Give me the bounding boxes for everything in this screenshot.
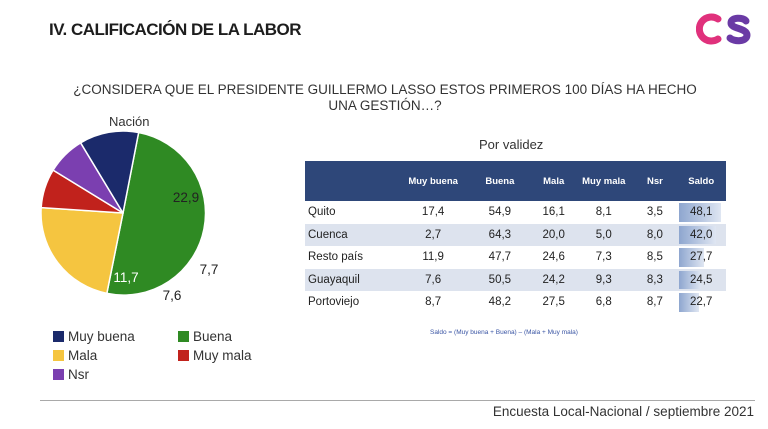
saldo-value: 24,5 bbox=[690, 273, 713, 286]
footer-divider bbox=[40, 400, 755, 401]
cell-muy-mala: 5,0 bbox=[574, 223, 634, 246]
cell-city: Resto país bbox=[308, 251, 363, 264]
cell-buena: 64,3 bbox=[466, 223, 534, 246]
cell-saldo: 27,7 bbox=[676, 246, 726, 269]
cell-muy-mala: 7,3 bbox=[595, 251, 612, 264]
cell-buena: 47,7 bbox=[488, 251, 512, 264]
saldo-bar bbox=[679, 203, 722, 222]
cell-buena: 50,5 bbox=[466, 268, 534, 291]
legend-item-muy-buena: Muy buena bbox=[53, 329, 135, 344]
cell-nsr: 8,3 bbox=[633, 268, 677, 291]
saldo-value: 48,1 bbox=[690, 206, 713, 219]
question-line-1: ¿CONSIDERA QUE EL PRESIDENTE GUILLERMO L… bbox=[73, 82, 697, 97]
pie-slice-mala bbox=[40, 206, 124, 295]
cell-muy-mala: 8,1 bbox=[595, 206, 612, 219]
legend-item-buena: Buena bbox=[178, 329, 232, 344]
legend-label: Muy mala bbox=[193, 348, 252, 363]
cell-city: Cuenca bbox=[305, 223, 400, 246]
cell-muy-buena: 11,9 bbox=[422, 251, 444, 264]
legend-swatch bbox=[53, 331, 64, 342]
saldo-value: 42,0 bbox=[690, 228, 713, 241]
cell-muy-buena: 7,6 bbox=[399, 268, 467, 291]
cell-city: Guayaquil bbox=[305, 268, 400, 291]
pie-label-muy-mala: 7,7 bbox=[200, 262, 219, 277]
slide-title: IV. CALIFICACIÓN DE LA LABOR bbox=[49, 20, 302, 39]
table-row: Cuenca 2,7 64,3 20,0 5,0 8,0 42,0 bbox=[305, 223, 726, 246]
table-row: Quito 17,4 54,9 16,1 8,1 3,5 48,1 bbox=[305, 201, 726, 224]
cell-saldo: 24,5 bbox=[676, 268, 726, 291]
table-row: Resto país 11,9 47,7 24,6 7,3 8,5 27,7 bbox=[305, 246, 726, 269]
cell-saldo: 22,7 bbox=[676, 291, 726, 314]
cell-mala: 27,5 bbox=[542, 296, 565, 309]
header-saldo: Saldo bbox=[676, 161, 726, 201]
pie-label-mala: 22,9 bbox=[173, 190, 199, 205]
cell-muy-buena: 17,4 bbox=[421, 206, 445, 219]
cell-saldo: 42,0 bbox=[676, 223, 726, 246]
cell-nsr: 8,0 bbox=[633, 223, 677, 246]
saldo-bar bbox=[679, 270, 701, 289]
survey-question: ¿CONSIDERA QUE EL PRESIDENTE GUILLERMO L… bbox=[40, 82, 730, 114]
saldo-bar bbox=[679, 293, 700, 312]
cell-mala: 16,1 bbox=[542, 206, 565, 219]
validity-table: Muy buena Buena Mala Muy mala Nsr Saldo … bbox=[305, 161, 726, 314]
saldo-bar bbox=[679, 225, 717, 244]
cell-saldo: 48,1 bbox=[676, 201, 726, 224]
table-caption: Por validez bbox=[479, 137, 544, 152]
cell-buena: 54,9 bbox=[488, 206, 512, 219]
table-header-row: Muy buena Buena Mala Muy mala Nsr Saldo bbox=[305, 161, 726, 201]
legend-item-muy-mala: Muy mala bbox=[178, 348, 252, 363]
legend-swatch bbox=[53, 350, 64, 361]
cell-mala: 20,0 bbox=[533, 223, 575, 246]
pie-chart-title: Nación bbox=[109, 114, 150, 129]
header-muy-mala: Muy mala bbox=[574, 161, 634, 201]
cell-nsr: 8,5 bbox=[646, 251, 663, 264]
legend-swatch bbox=[178, 350, 189, 361]
cell-mala: 24,2 bbox=[533, 268, 575, 291]
cs-logo bbox=[696, 13, 751, 45]
cell-city: Portoviejo bbox=[308, 296, 360, 309]
saldo-bar bbox=[679, 248, 704, 267]
cell-nsr: 8,7 bbox=[646, 296, 663, 309]
pie-label-nsr: 7,6 bbox=[163, 288, 182, 303]
header-city bbox=[305, 161, 400, 201]
saldo-value: 22,7 bbox=[690, 296, 713, 309]
cell-muy-buena: 2,7 bbox=[399, 223, 467, 246]
legend-item-nsr: Nsr bbox=[53, 367, 89, 382]
cell-mala: 24,6 bbox=[542, 251, 565, 264]
pie-slice-muy-buena bbox=[79, 130, 140, 216]
header-buena: Buena bbox=[466, 161, 534, 201]
cell-buena: 48,2 bbox=[488, 296, 512, 309]
cell-muy-mala: 9,3 bbox=[574, 268, 634, 291]
cell-muy-buena: 8,7 bbox=[425, 296, 442, 309]
cell-nsr: 3,5 bbox=[646, 206, 663, 219]
legend-label: Muy buena bbox=[68, 329, 135, 344]
pie-chart: 50,122,97,77,611,7 bbox=[40, 130, 219, 303]
legend-swatch bbox=[53, 369, 64, 380]
question-line-2: UNA GESTIÓN…? bbox=[328, 98, 442, 113]
cell-city: Quito bbox=[308, 206, 336, 219]
pie-label-muy-buena: 11,7 bbox=[113, 270, 138, 285]
header-nsr: Nsr bbox=[633, 161, 677, 201]
table-row: Portoviejo 8,7 48,2 27,5 6,8 8,7 22,7 bbox=[305, 291, 726, 314]
header-muy-buena: Muy buena bbox=[399, 161, 467, 201]
legend-label: Buena bbox=[193, 329, 233, 344]
legend-label: Mala bbox=[68, 348, 98, 363]
table-row: Guayaquil 7,6 50,5 24,2 9,3 8,3 24,5 bbox=[305, 268, 726, 291]
saldo-formula-note: Saldo = (Muy buena + Buena) – (Mala + Mu… bbox=[430, 329, 578, 336]
legend-label: Nsr bbox=[68, 367, 89, 382]
header-mala: Mala bbox=[533, 161, 575, 201]
saldo-value: 27,7 bbox=[690, 251, 713, 264]
cell-muy-mala: 6,8 bbox=[595, 296, 612, 309]
legend-item-mala: Mala bbox=[53, 348, 97, 363]
legend-swatch bbox=[178, 331, 189, 342]
footer-source: Encuesta Local-Nacional / septiembre 202… bbox=[492, 404, 754, 419]
